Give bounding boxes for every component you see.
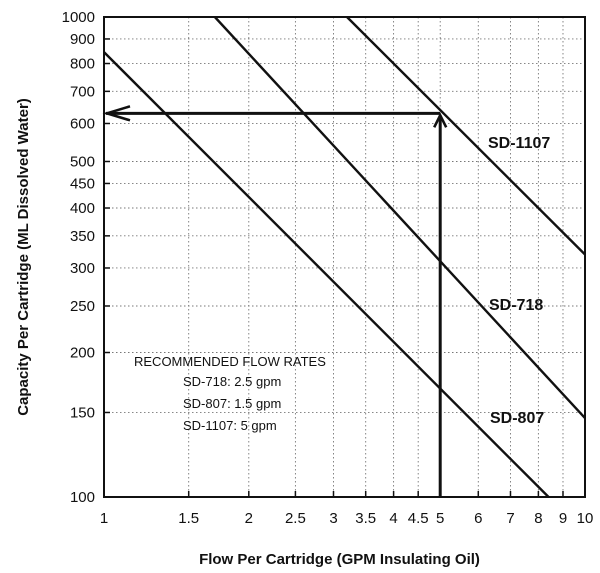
series-line-sd-807	[103, 51, 550, 498]
x-tick-label: 3.5	[355, 510, 376, 527]
series-lines	[103, 16, 586, 498]
y-tick-label: 300	[70, 260, 95, 277]
series-line-sd-1107	[346, 16, 586, 256]
series-labels: SD-807 SD-718 SD-1107	[488, 135, 550, 427]
x-tick-label: 6	[474, 510, 482, 527]
y-tick-label: 800	[70, 56, 95, 73]
note-line: SD-1107: 5 gpm	[183, 418, 277, 433]
x-axis-title: Flow Per Cartridge (GPM Insulating Oil)	[199, 551, 480, 568]
y-tick-label: 1000	[62, 9, 95, 26]
read-example-arrows	[102, 105, 448, 497]
y-tick-label: 450	[70, 175, 95, 192]
x-tick-label: 1	[100, 510, 108, 527]
x-tick-label: 2	[245, 510, 253, 527]
y-tick-label: 250	[70, 298, 95, 315]
x-tick-label: 1.5	[178, 510, 199, 527]
y-axis-title: Capacity Per Cartridge (ML Dissolved Wat…	[15, 98, 32, 416]
series-line-sd-718	[213, 16, 586, 419]
y-tick-label: 500	[70, 153, 95, 170]
x-tick-label: 10	[577, 510, 594, 527]
series-label-sd-718: SD-718	[489, 297, 543, 314]
note-title: RECOMMENDED FLOW RATES	[134, 354, 326, 369]
grid	[104, 17, 585, 497]
series-label-sd-807: SD-807	[490, 410, 544, 427]
note-line: SD-807: 1.5 gpm	[183, 396, 281, 411]
x-tick-label: 8	[534, 510, 542, 527]
y-tick-label: 100	[70, 489, 95, 506]
y-axis-ticks: 100 150 200 250 300 350 400 450 500 600 700 800 900 1…	[62, 9, 110, 506]
x-tick-label: 7	[506, 510, 514, 527]
x-tick-label: 4	[389, 510, 397, 527]
recommended-flow-rates-note: RECOMMENDED FLOW RATES SD-718: 2.5 gpm S…	[134, 354, 326, 433]
y-tick-label: 900	[70, 31, 95, 48]
x-tick-label: 5	[436, 510, 444, 527]
plot-frame	[103, 16, 586, 498]
x-tick-label: 4.5	[408, 510, 429, 527]
arrow-head-up	[433, 112, 448, 128]
y-tick-label: 400	[70, 200, 95, 217]
x-tick-label: 3	[329, 510, 337, 527]
note-line: SD-718: 2.5 gpm	[183, 374, 281, 389]
y-tick-label: 200	[70, 345, 95, 362]
x-tick-label: 9	[559, 510, 567, 527]
y-tick-label: 700	[70, 83, 95, 100]
y-tick-label: 600	[70, 115, 95, 132]
x-tick-label: 2.5	[285, 510, 306, 527]
y-tick-label: 150	[70, 404, 95, 421]
x-axis-ticks: 1 1.5 2 2.5 3 3.5 4 4.5 5 6 7 8 9 10	[100, 491, 594, 527]
series-label-sd-1107: SD-1107	[488, 135, 550, 152]
y-tick-label: 350	[70, 228, 95, 245]
arrow-head-left	[102, 105, 131, 122]
